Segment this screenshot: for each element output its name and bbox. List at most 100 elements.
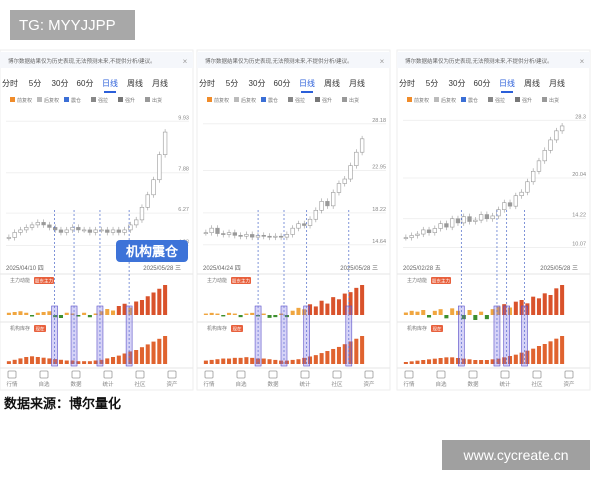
watermark-box [10,10,135,40]
flow-bar [354,287,359,315]
tab[interactable]: 30分 [249,79,266,88]
flow-bar [24,312,29,315]
candle [513,195,518,207]
tab[interactable]: 月线 [349,78,365,88]
tab[interactable]: 日线 [102,78,118,88]
inst-bar [238,357,243,364]
nav-label[interactable]: 数据 [267,380,279,388]
tab[interactable]: 分时 [399,78,415,88]
flow-bar [111,310,116,315]
candle [359,138,365,153]
marker-box [503,305,510,367]
nav-label[interactable]: 数据 [70,380,82,388]
tab[interactable]: 周线 [324,78,340,88]
inst-bar [467,359,472,364]
inst-bar [232,357,237,364]
flow-badge-box [231,277,251,284]
tab[interactable]: 30分 [449,79,466,88]
tab[interactable]: 分时 [199,78,215,88]
inst-bar [209,359,214,364]
tab[interactable]: 5分 [426,79,438,88]
tab[interactable]: 5分 [226,79,238,88]
nav-icon [71,370,81,379]
tab[interactable]: 月线 [152,78,168,88]
flow-bar [238,315,243,318]
nav-label[interactable]: 行情 [6,380,18,388]
legend-label: 出货 [152,97,162,104]
nav-label[interactable]: 资产 [563,380,575,388]
candle [331,192,336,207]
panel [396,49,591,391]
legend-swatch [37,97,42,102]
nav-label[interactable]: 社区 [331,380,343,388]
candle [490,215,495,220]
candle [18,229,23,233]
candle [128,224,133,231]
candle [6,237,12,239]
tab[interactable]: 分时 [2,78,18,88]
flow-bar [331,297,336,315]
inst-bar [53,359,58,364]
candle [226,232,232,235]
flow-bar [87,315,92,318]
flow-bar [450,308,455,315]
candle [157,154,162,181]
nav-label[interactable]: 自选 [435,380,447,388]
inst-bar [18,358,23,364]
inst-bar [331,348,336,364]
tab[interactable]: 5分 [29,79,41,88]
nav-icon [268,370,278,379]
flow-bar [444,315,449,319]
candle [162,131,168,155]
inst-bar [432,358,437,364]
nav-label[interactable]: 资产 [363,380,375,388]
nav-label[interactable]: 自选 [38,380,50,388]
tab[interactable]: 日线 [499,78,515,88]
candle [290,227,295,235]
candle [542,150,547,162]
candle [525,181,530,193]
flow-bar [554,288,559,315]
candle [296,223,301,229]
candle [455,218,461,224]
inst-label: 机构库存 [10,325,30,332]
tab[interactable]: 周线 [127,78,143,88]
nav-label[interactable]: 资产 [166,380,178,388]
candle [496,209,501,217]
site: www.cycreate.cn [462,447,568,463]
tab[interactable]: 30分 [52,79,69,88]
inst-bar [203,360,208,364]
nav-label[interactable]: 统计 [102,380,114,388]
flow-bar [53,315,58,318]
nav-label[interactable]: 统计 [499,380,511,388]
legend-swatch [64,97,69,102]
legend-swatch [10,97,15,102]
tab[interactable]: 周线 [524,78,540,88]
inst-bar [325,351,330,364]
tab[interactable]: 日线 [299,78,315,88]
inst-label: 机构库存 [207,325,227,332]
candle [12,232,17,238]
inst-bar [302,357,307,364]
tab[interactable]: 60分 [77,79,94,88]
nav-label[interactable]: 数据 [467,380,479,388]
tab[interactable]: 60分 [474,79,491,88]
nav-label[interactable]: 行情 [203,380,215,388]
nav-label[interactable]: 行情 [403,380,415,388]
inst-bar [290,359,295,364]
legend-swatch [488,97,493,102]
candle [64,229,69,233]
inst-bar [409,361,414,364]
flow-bar [145,296,150,315]
nav-label[interactable]: 自选 [235,380,247,388]
nav-label[interactable]: 社区 [531,380,543,388]
flow-bar [70,313,75,315]
nav-label[interactable]: 统计 [299,380,311,388]
inst-bar [484,360,489,364]
inst-bar [461,358,466,364]
tab[interactable]: 60分 [274,79,291,88]
nav-label[interactable]: 社区 [134,380,146,388]
marker-box [493,305,501,367]
inst-bar [70,360,75,364]
tab[interactable]: 月线 [549,78,565,88]
